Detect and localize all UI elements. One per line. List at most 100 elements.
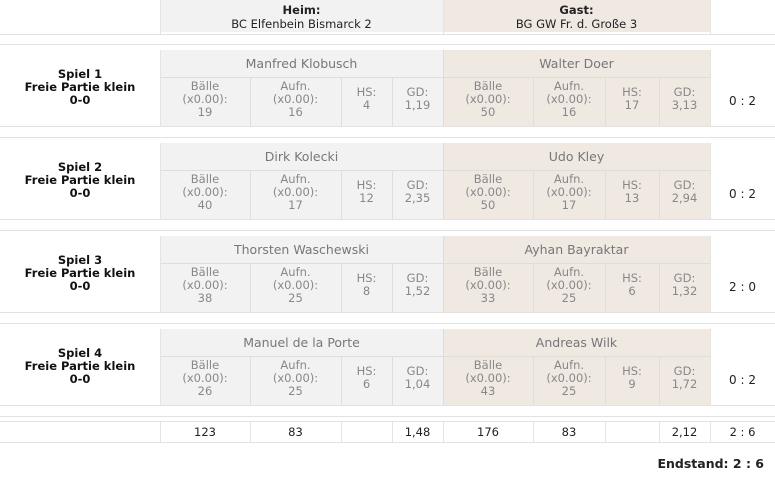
stat-label: HS: — [356, 364, 377, 378]
home-balls-cell: Bälle (x0.00): 19 — [160, 79, 250, 125]
guest-gd-cell: GD: 1,32 — [659, 265, 710, 311]
guest-hs-value: 9 — [628, 377, 636, 391]
stat-sublabel: (x0.00): — [465, 371, 511, 385]
game-discipline: Freie Partie klein — [24, 266, 136, 280]
home-balls-value: 26 — [197, 384, 213, 398]
row-divider — [0, 137, 775, 138]
game-result: 2 : 0 — [729, 280, 756, 294]
guest-player-name: Udo Kley — [548, 149, 605, 164]
home-gd-value: 1,52 — [404, 284, 431, 298]
stat-sublabel: (x0.00): — [465, 278, 511, 292]
guest-innings-cell: Aufn. (x0.00): 17 — [533, 172, 605, 218]
guest-player-panel — [443, 50, 710, 126]
guest-gd-value: 1,32 — [671, 284, 698, 298]
home-hs-cell: HS: 4 — [341, 79, 392, 125]
home-innings-value: 25 — [288, 384, 303, 398]
stat-label: Bälle — [190, 265, 220, 279]
row-divider — [0, 230, 775, 231]
stat-label: GD: — [406, 364, 429, 378]
game-discipline: Freie Partie klein — [24, 80, 136, 94]
stat-label: HS: — [356, 85, 377, 99]
guest-innings-value: 25 — [561, 384, 577, 398]
home-balls-cell: Bälle (x0.00): 38 — [160, 265, 250, 311]
guest-innings-value: 25 — [561, 291, 577, 305]
game-result: 0 : 2 — [729, 187, 756, 201]
guest-team-header: Gast: BG GW Fr. d. Große 3 — [443, 0, 710, 32]
stat-sublabel: (x0.00): — [546, 185, 592, 199]
stat-sublabel: (x0.00): — [546, 371, 592, 385]
home-hs-value: 6 — [362, 377, 371, 391]
row-divider — [0, 34, 775, 35]
totals-bottom-border — [0, 442, 775, 443]
stat-label: HS: — [622, 178, 642, 192]
home-balls-cell: Bälle (x0.00): 26 — [160, 358, 250, 404]
home-label: Heim: — [282, 3, 321, 17]
stat-label: Bälle — [190, 79, 220, 93]
stat-label: GD: — [406, 178, 429, 192]
home-innings-cell: Aufn. (x0.00): 25 — [250, 265, 341, 311]
guest-innings-cell: Aufn. (x0.00): 25 — [533, 265, 605, 311]
guest-player-panel — [443, 329, 710, 405]
guest-balls-value: 33 — [480, 291, 496, 305]
home-balls-value: 19 — [197, 105, 213, 119]
home-team-name: BC Elfenbein Bismarck 2 — [231, 17, 372, 31]
home-player-name: Manuel de la Porte — [243, 335, 360, 350]
guest-innings-cell: Aufn. (x0.00): 25 — [533, 358, 605, 404]
guest-innings-cell: Aufn. (x0.00): 16 — [533, 79, 605, 125]
row-divider — [0, 44, 775, 45]
stat-label: Bälle — [190, 358, 220, 372]
game-score: 0-0 — [69, 372, 91, 386]
stat-sublabel: (x0.00): — [272, 371, 319, 385]
home-innings-cell: Aufn. (x0.00): 17 — [250, 172, 341, 218]
stat-sublabel: (x0.00): — [272, 92, 319, 106]
home-player-name: Dirk Kolecki — [264, 149, 339, 164]
game-block: Spiel 1 Freie Partie klein 0-0 Manfred Klob… — [0, 50, 775, 126]
home-team-header: Heim: BC Elfenbein Bismarck 2 — [160, 0, 443, 32]
home-innings-value: 16 — [288, 105, 303, 119]
stat-label: GD: — [673, 271, 696, 285]
guest-gd-cell: GD: 2,94 — [659, 172, 710, 218]
guest-hs-value: 6 — [628, 284, 636, 298]
stat-label: Aufn. — [280, 172, 311, 186]
game-title: Spiel 3 — [57, 253, 103, 267]
total-home-innings: 83 — [288, 425, 303, 439]
game-result: 0 : 2 — [729, 94, 756, 108]
game-block: Spiel 4 Freie Partie klein 0-0 Manuel de la… — [0, 329, 775, 405]
stat-label: Bälle — [473, 358, 503, 372]
home-gd-cell: GD: 2,35 — [392, 172, 443, 218]
total-result: 2 : 6 — [729, 425, 756, 439]
home-hs-cell: HS: 12 — [341, 172, 392, 218]
guest-balls-cell: Bälle (x0.00): 33 — [443, 265, 533, 311]
guest-gd-value: 3,13 — [671, 98, 698, 112]
home-gd-cell: GD: 1,19 — [392, 79, 443, 125]
guest-balls-value: 50 — [480, 198, 496, 212]
stat-label: Aufn. — [280, 79, 311, 93]
total-guest-innings: 83 — [561, 425, 577, 439]
guest-balls-value: 43 — [480, 384, 496, 398]
stat-label: HS: — [622, 85, 642, 99]
guest-label: Gast: — [559, 3, 594, 17]
stat-sublabel: (x0.00): — [546, 278, 592, 292]
game-discipline: Freie Partie klein — [24, 173, 136, 187]
guest-balls-value: 50 — [480, 105, 496, 119]
stat-label: Aufn. — [553, 265, 585, 279]
totals-top-border — [0, 421, 775, 422]
guest-player-panel — [443, 236, 710, 312]
row-divider — [0, 312, 775, 313]
guest-hs-cell: HS: 9 — [605, 358, 659, 404]
home-innings-value: 17 — [288, 198, 303, 212]
total-guest-balls: 176 — [477, 425, 499, 439]
guest-gd-cell: GD: 1,72 — [659, 358, 710, 404]
stat-sublabel: (x0.00): — [465, 185, 511, 199]
stat-sublabel: (x0.00): — [182, 278, 228, 292]
total-home-balls: 123 — [194, 425, 216, 439]
guest-hs-value: 13 — [624, 191, 640, 205]
final-score: Endstand: 2 : 6 — [657, 456, 764, 471]
game-discipline: Freie Partie klein — [24, 359, 136, 373]
stat-sublabel: (x0.00): — [182, 92, 228, 106]
row-divider — [0, 416, 775, 417]
stat-sublabel: (x0.00): — [272, 278, 319, 292]
guest-team-name: BG GW Fr. d. Große 3 — [515, 17, 638, 31]
guest-gd-value: 2,94 — [671, 191, 698, 205]
home-hs-cell: HS: 6 — [341, 358, 392, 404]
